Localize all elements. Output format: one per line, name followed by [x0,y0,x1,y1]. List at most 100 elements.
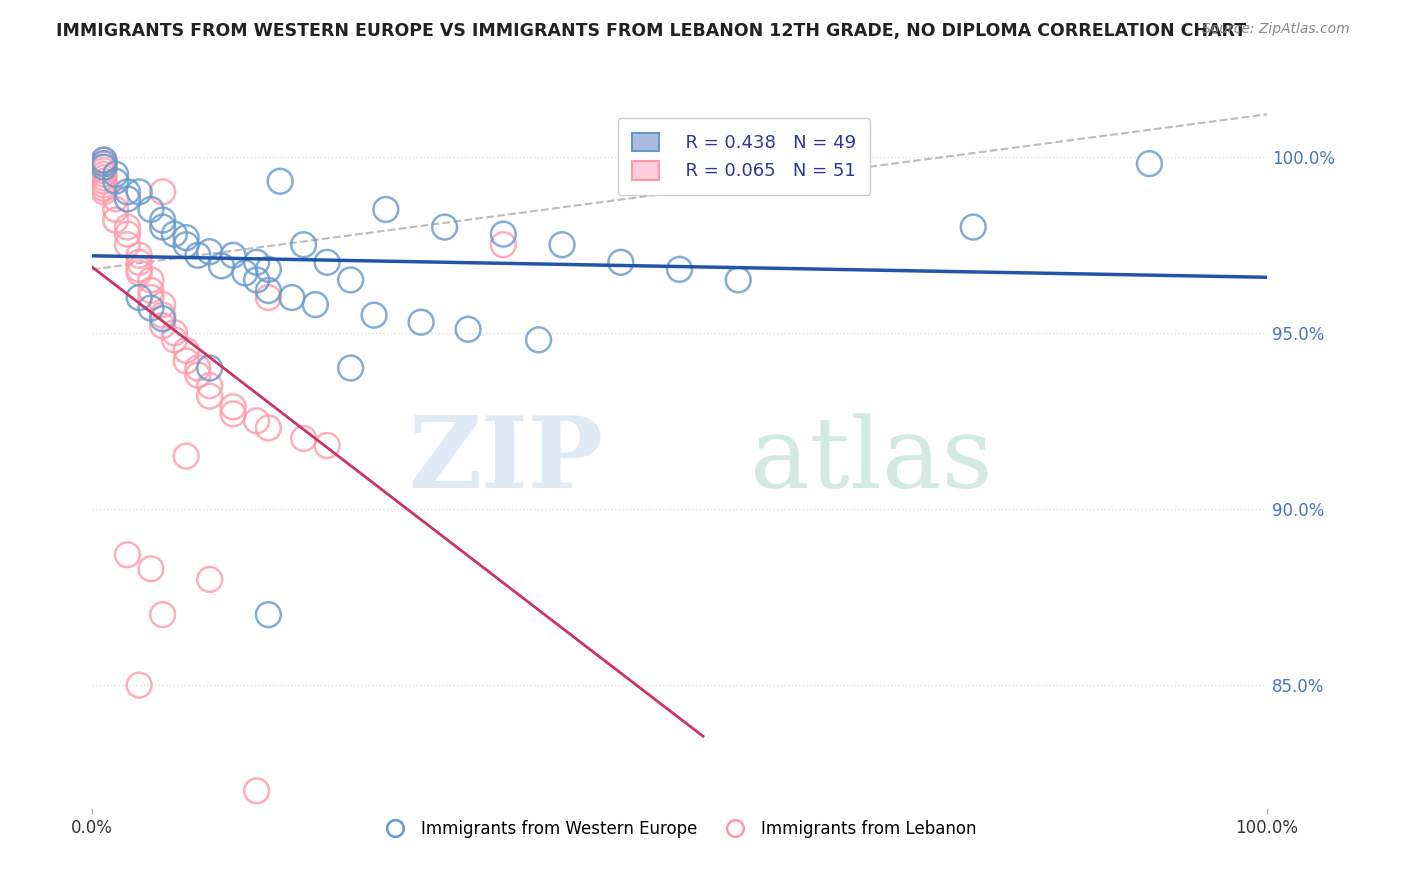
Point [187,368,209,382]
Point [257,284,280,298]
Point [139,291,162,305]
Point [198,573,221,587]
Point [139,301,162,315]
Point [93,160,115,174]
Point [610,255,633,269]
Point [152,318,174,333]
Point [152,297,174,311]
Point [104,167,127,181]
Point [93,170,115,185]
Text: atlas: atlas [749,413,993,508]
Point [187,361,209,376]
Point [339,273,361,287]
Point [174,354,197,368]
Point [117,185,139,199]
Point [117,237,139,252]
Point [117,192,139,206]
Point [93,153,115,168]
Point [93,181,115,195]
Point [104,192,127,206]
Text: Source: ZipAtlas.com: Source: ZipAtlas.com [1202,22,1350,37]
Point [128,291,150,305]
Point [411,315,433,329]
Point [316,255,339,269]
Point [492,237,515,252]
Point [292,237,315,252]
Point [128,678,150,692]
Point [93,153,115,168]
Point [246,273,269,287]
Point [93,163,115,178]
Point [457,322,479,336]
Point [269,174,291,188]
Point [93,178,115,192]
Point [117,220,139,235]
Point [152,220,174,235]
Point [727,273,749,287]
Text: ZIP: ZIP [408,412,603,509]
Point [222,248,245,262]
Point [174,449,197,463]
Point [152,308,174,322]
Point [117,548,139,562]
Point [139,284,162,298]
Point [93,167,115,181]
Point [174,230,197,244]
Point [246,414,269,428]
Point [551,237,574,252]
Text: IMMIGRANTS FROM WESTERN EUROPE VS IMMIGRANTS FROM LEBANON 12TH GRADE, NO DIPLOMA: IMMIGRANTS FROM WESTERN EUROPE VS IMMIGR… [56,22,1246,40]
Point [304,297,326,311]
Point [962,220,984,235]
Point [93,156,115,170]
Point [492,227,515,241]
Point [339,361,361,376]
Point [139,273,162,287]
Point [128,262,150,277]
Point [128,266,150,280]
Point [198,361,221,376]
Point [104,174,127,188]
Point [163,227,186,241]
Point [128,185,150,199]
Point [93,185,115,199]
Point [209,259,232,273]
Point [257,607,280,622]
Point [198,244,221,259]
Point [1139,156,1161,170]
Point [104,213,127,227]
Point [152,607,174,622]
Point [152,213,174,227]
Point [152,185,174,199]
Point [246,255,269,269]
Point [316,438,339,452]
Point [174,237,197,252]
Point [152,311,174,326]
Point [668,262,690,277]
Point [174,343,197,358]
Point [139,562,162,576]
Point [257,262,280,277]
Point [163,333,186,347]
Point [128,248,150,262]
Point [233,266,256,280]
Point [292,432,315,446]
Point [93,174,115,188]
Point [374,202,396,217]
Point [128,255,150,269]
Point [222,400,245,414]
Point [222,407,245,421]
Point [198,378,221,392]
Point [117,227,139,241]
Point [93,156,115,170]
Legend: Immigrants from Western Europe, Immigrants from Lebanon: Immigrants from Western Europe, Immigran… [375,814,983,845]
Point [433,220,456,235]
Point [527,333,550,347]
Point [257,291,280,305]
Point [257,421,280,435]
Point [139,202,162,217]
Point [187,248,209,262]
Point [363,308,385,322]
Point [198,389,221,403]
Point [93,160,115,174]
Point [281,291,304,305]
